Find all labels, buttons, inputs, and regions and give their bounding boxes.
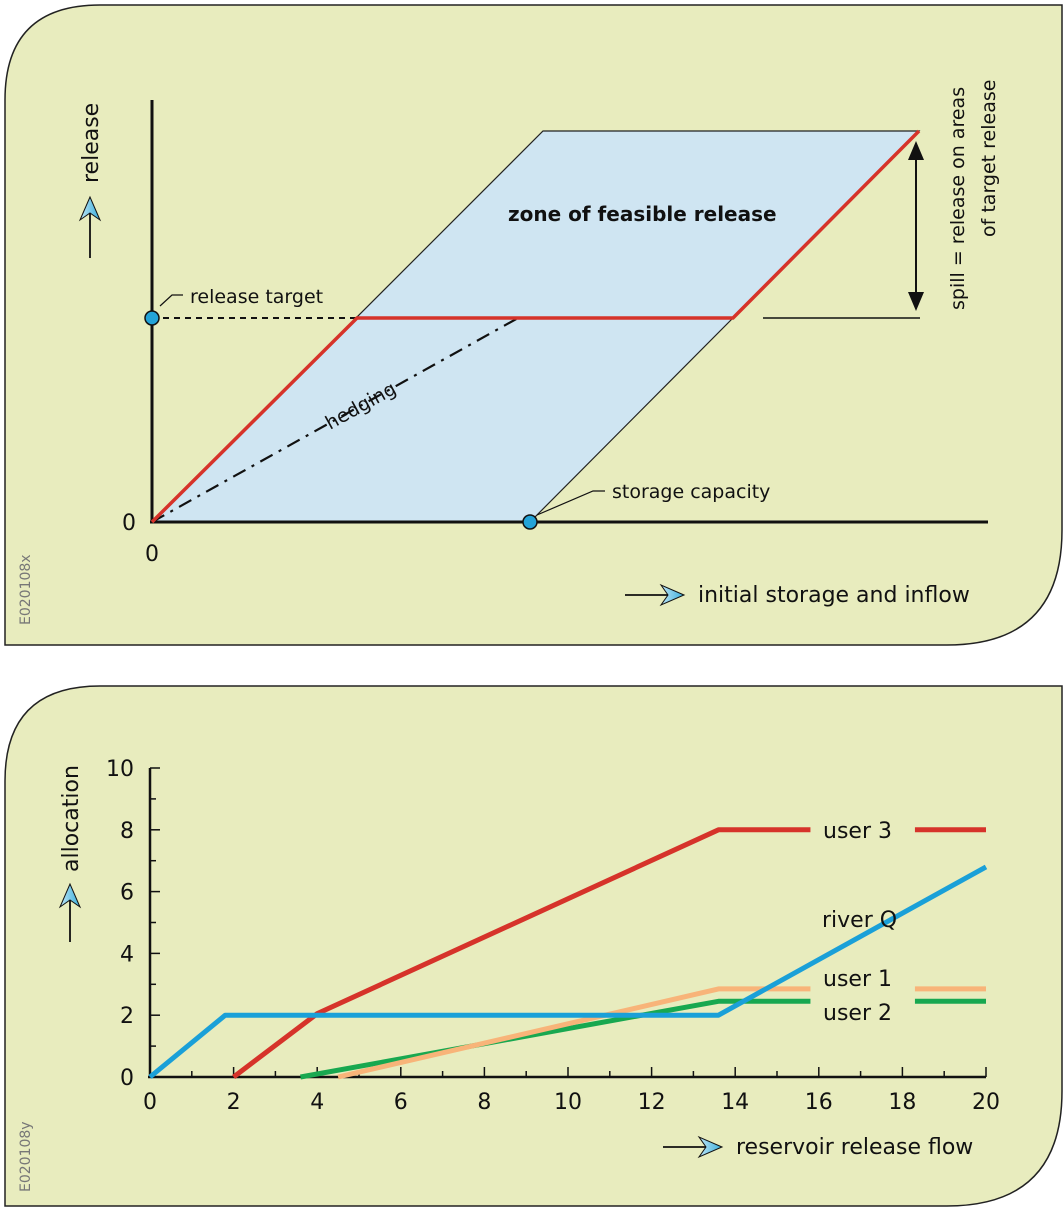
origin-x-label: 0	[145, 542, 159, 567]
y-tick-label: 4	[120, 942, 134, 967]
y-tick-label: 2	[120, 1004, 134, 1029]
spill-arrow-down-head	[908, 292, 924, 311]
panel-release-rule: release target storage capacity zone of …	[4, 4, 1063, 646]
panel2-y-axis-label: allocation	[59, 765, 84, 872]
x-tick-label: 14	[721, 1090, 749, 1115]
x-tick-label: 0	[143, 1090, 157, 1115]
x-tick-label: 20	[972, 1090, 1000, 1115]
release-target-leader	[159, 294, 183, 307]
panel2-series	[148, 827, 988, 1080]
x-tick-label: 8	[477, 1090, 491, 1115]
operating-rule-line	[150, 129, 921, 524]
spill-label-line1: spill = release on areas	[947, 87, 969, 310]
origin-y-label: 0	[122, 511, 136, 536]
panel1-x-axis-label: initial storage and inflow	[698, 583, 970, 608]
legend-user-1: user 1	[823, 967, 892, 992]
legend-river-q: river Q	[822, 908, 897, 933]
storage-capacity-label: storage capacity	[612, 481, 770, 503]
y-tick-label: 10	[106, 757, 134, 782]
y-tick-label: 6	[120, 881, 134, 906]
panel2-axis-ticks: 0 2 4 6 8 10 12 14 16 18 20 0 2 4 6 8 10	[106, 757, 1000, 1115]
panel1-y-axis-arrow-icon	[78, 195, 102, 258]
y-tick-label: 8	[120, 819, 134, 844]
panel2-x-axis-arrow-icon	[663, 1135, 724, 1159]
x-tick-label: 10	[554, 1090, 582, 1115]
panel1-x-axis-arrow-icon	[625, 583, 686, 607]
series-line-user-1	[337, 986, 811, 1080]
panel2-code: E020108y	[18, 1121, 34, 1192]
x-tick-label: 18	[888, 1090, 916, 1115]
panel2-y-axis-arrow-icon	[58, 882, 82, 942]
series-line-river-q	[148, 864, 988, 1079]
panel1-code: E020108x	[18, 554, 34, 625]
y-tick-label: 0	[120, 1066, 134, 1091]
release-target-marker	[144, 310, 160, 326]
spill-label-line2: of target release	[978, 80, 1000, 237]
series-line-user-3	[232, 827, 811, 1079]
panel2-x-axis-label: reservoir release flow	[736, 1135, 973, 1160]
zone-label: zone of feasible release	[508, 202, 777, 226]
legend-user-2: user 2	[823, 1001, 892, 1026]
spill-arrow-up-head	[908, 141, 924, 160]
panel1-y-axis-label: release	[79, 103, 104, 183]
legend-user-3: user 3	[823, 819, 892, 844]
x-tick-label: 12	[638, 1090, 666, 1115]
storage-capacity-marker	[522, 514, 538, 530]
release-target-label: release target	[190, 286, 323, 308]
storage-capacity-leader	[536, 490, 605, 516]
x-tick-label: 16	[805, 1090, 833, 1115]
x-tick-label: 4	[310, 1090, 324, 1115]
x-tick-label: 6	[394, 1090, 408, 1115]
panel2-background	[4, 685, 1063, 1207]
hedging-line	[151, 317, 519, 523]
x-tick-label: 2	[227, 1090, 241, 1115]
